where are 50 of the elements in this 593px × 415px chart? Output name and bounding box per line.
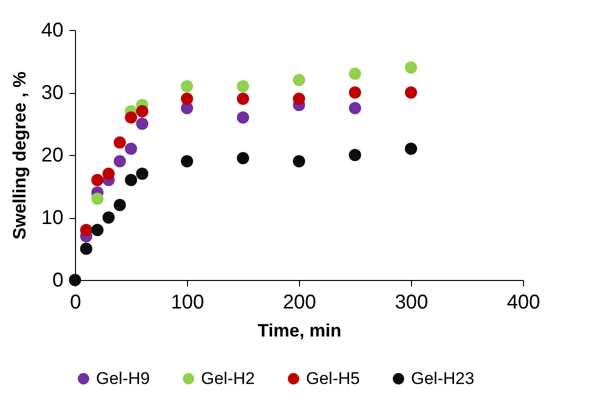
y-tick-label: 30 <box>41 82 64 104</box>
point <box>124 142 138 155</box>
point <box>348 86 362 99</box>
point <box>91 224 104 236</box>
legend-label: Gel-H5 <box>306 368 360 388</box>
point <box>236 92 250 105</box>
point <box>348 148 362 162</box>
x-tick-label: 200 <box>282 292 316 314</box>
point <box>68 274 82 286</box>
point <box>136 118 148 130</box>
point <box>404 86 418 99</box>
y-axis-title: Swelling degree , % <box>9 71 30 240</box>
x-tick-label: 0 <box>70 292 82 314</box>
point <box>236 152 250 164</box>
point <box>124 174 138 186</box>
y-tick-label: 20 <box>41 144 64 166</box>
point <box>292 74 306 86</box>
x-tick-label: 300 <box>394 292 428 314</box>
legend-label: Gel-H23 <box>411 368 474 388</box>
point <box>348 68 362 80</box>
x-axis-title: Time, min <box>258 320 342 340</box>
point <box>102 211 115 224</box>
point <box>114 155 126 168</box>
point <box>292 92 306 105</box>
point <box>136 105 148 118</box>
point <box>80 224 92 236</box>
point <box>80 242 92 255</box>
point <box>180 92 194 105</box>
point <box>180 80 194 92</box>
point <box>180 155 194 168</box>
point <box>348 102 362 114</box>
y-tick-label: 40 <box>41 20 64 42</box>
legend-label: Gel-H2 <box>201 368 255 388</box>
point <box>91 192 104 205</box>
point <box>114 136 126 149</box>
point <box>236 80 250 92</box>
point <box>91 174 104 186</box>
point <box>136 168 148 180</box>
x-tick-label: 400 <box>506 292 540 314</box>
point <box>114 198 126 212</box>
point <box>404 142 418 155</box>
x-tick-label: 100 <box>170 292 204 314</box>
point <box>292 155 306 168</box>
point <box>102 168 115 180</box>
point <box>124 111 138 124</box>
legend-label: Gel-H9 <box>96 368 150 388</box>
point <box>236 111 250 124</box>
point <box>404 61 418 74</box>
y-tick-label: 0 <box>52 270 64 292</box>
y-tick-label: 10 <box>41 207 64 229</box>
